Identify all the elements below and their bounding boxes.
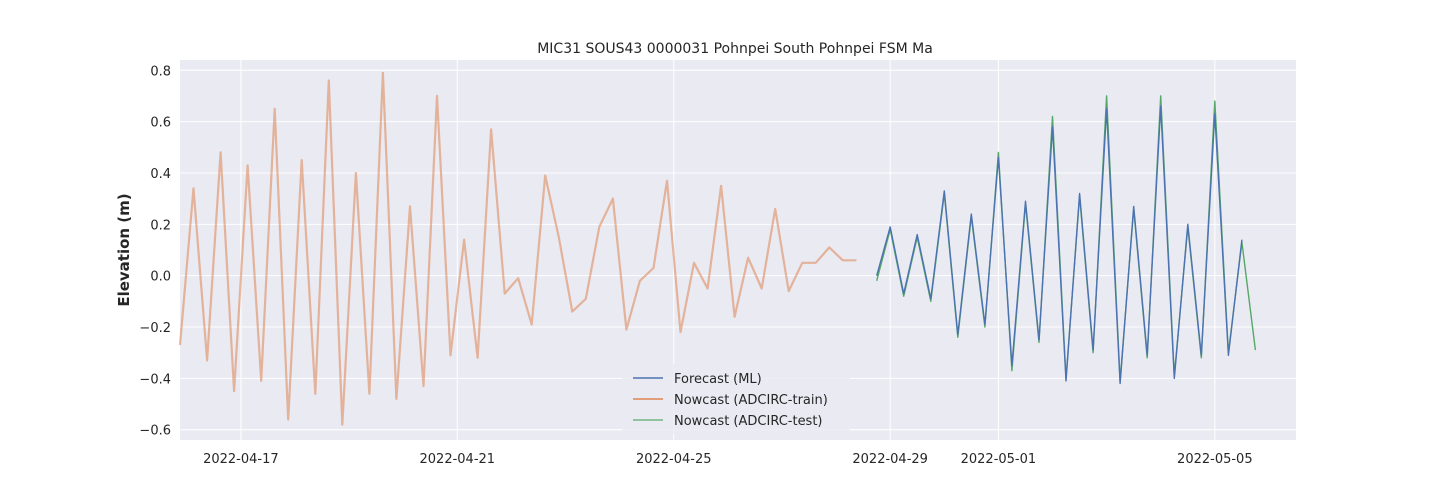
y-tick-label: −0.6 <box>139 424 171 439</box>
x-tick-labels: 2022-04-17 2022-04-21 2022-04-25 2022-04-29… <box>203 452 1253 467</box>
chart-title: MIC31 SOUS43 0000031 Pohnpei South Pohnp… <box>537 41 933 57</box>
y-tick-label: −0.4 <box>139 372 171 387</box>
y-tick-label: 0.0 <box>150 270 171 285</box>
legend-label: Nowcast (ADCIRC-test) <box>674 414 823 429</box>
y-tick-label: −0.2 <box>139 321 171 336</box>
legend-label: Forecast (ML) <box>674 372 762 387</box>
y-tick-label: 0.2 <box>150 218 171 233</box>
x-tick-label: 2022-04-25 <box>636 452 712 467</box>
series-layer <box>178 71 1257 426</box>
y-tick-label: 0.4 <box>150 167 171 182</box>
x-tick-label: 2022-04-21 <box>420 452 496 467</box>
legend-box <box>622 364 850 434</box>
y-tick-label: 0.8 <box>150 64 171 79</box>
series-line-0 <box>876 105 1243 385</box>
x-tick-label: 2022-05-01 <box>961 452 1037 467</box>
series-line-1 <box>178 71 857 426</box>
legend: Forecast (ML) Nowcast (ADCIRC-train) Nowca… <box>622 364 850 434</box>
x-tick-label: 2022-05-05 <box>1177 452 1253 467</box>
legend-label: Nowcast (ADCIRC-train) <box>674 393 828 408</box>
y-tick-labels: −0.6 −0.4 −0.2 0.0 0.2 0.4 0.6 0.8 <box>139 64 171 438</box>
x-tick-label: 2022-04-17 <box>203 452 279 467</box>
y-axis-label: Elevation (m) <box>115 193 133 306</box>
y-tick-label: 0.6 <box>150 116 171 131</box>
x-tick-label: 2022-04-29 <box>852 452 928 467</box>
